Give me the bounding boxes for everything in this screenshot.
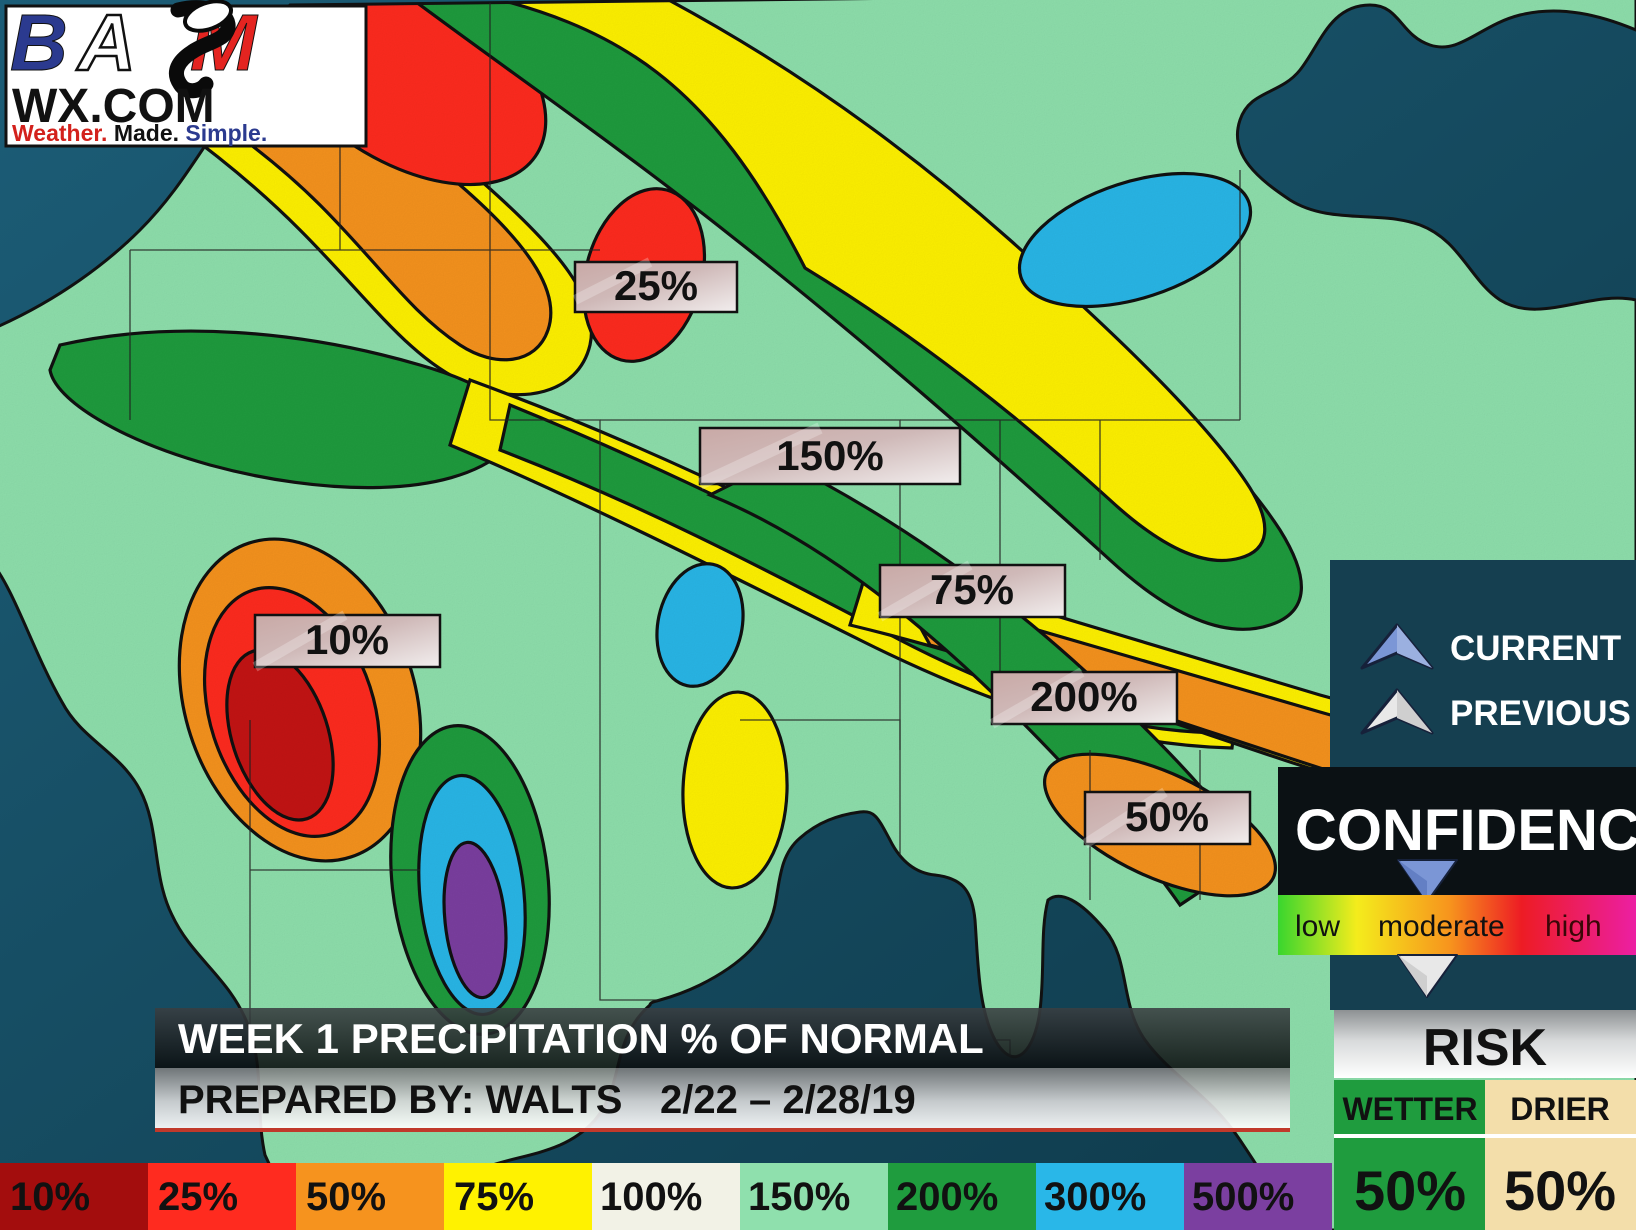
svg-text:CONFIDENCE: CONFIDENCE	[1295, 798, 1636, 863]
svg-text:200%: 200%	[896, 1175, 998, 1219]
svg-text:low: low	[1295, 910, 1340, 943]
svg-text:50%: 50%	[306, 1175, 386, 1219]
svg-text:25%: 25%	[614, 262, 698, 309]
svg-text:DRIER: DRIER	[1510, 1091, 1610, 1127]
svg-text:PREPARED BY: WALTS: PREPARED BY: WALTS	[178, 1078, 622, 1122]
svg-text:50%: 50%	[1125, 793, 1209, 840]
svg-text:B: B	[10, 0, 68, 87]
svg-text:150%: 150%	[776, 432, 883, 479]
svg-text:WETTER: WETTER	[1342, 1091, 1477, 1127]
svg-text:100%: 100%	[600, 1175, 702, 1219]
svg-text:300%: 300%	[1044, 1175, 1146, 1219]
svg-text:moderate: moderate	[1378, 910, 1505, 943]
svg-text:150%: 150%	[748, 1175, 850, 1219]
svg-text:25%: 25%	[158, 1175, 238, 1219]
svg-text:RISK: RISK	[1423, 1019, 1548, 1077]
svg-text:500%: 500%	[1192, 1175, 1294, 1219]
svg-text:A: A	[76, 0, 136, 87]
svg-text:WEEK 1 PRECIPITATION % OF NORM: WEEK 1 PRECIPITATION % OF NORMAL	[178, 1015, 984, 1062]
svg-text:Weather. Made. Simple.: Weather. Made. Simple.	[12, 120, 267, 146]
svg-text:10%: 10%	[10, 1175, 90, 1219]
svg-text:2/22 – 2/28/19: 2/22 – 2/28/19	[660, 1078, 916, 1122]
svg-text:75%: 75%	[454, 1175, 534, 1219]
svg-text:CURRENT: CURRENT	[1450, 629, 1621, 668]
svg-text:PREVIOUS: PREVIOUS	[1450, 694, 1631, 733]
svg-text:75%: 75%	[930, 566, 1014, 613]
svg-text:10%: 10%	[305, 616, 389, 663]
svg-text:200%: 200%	[1030, 673, 1137, 720]
svg-text:50%: 50%	[1504, 1159, 1616, 1222]
svg-text:50%: 50%	[1354, 1159, 1466, 1222]
svg-text:high: high	[1545, 910, 1602, 943]
